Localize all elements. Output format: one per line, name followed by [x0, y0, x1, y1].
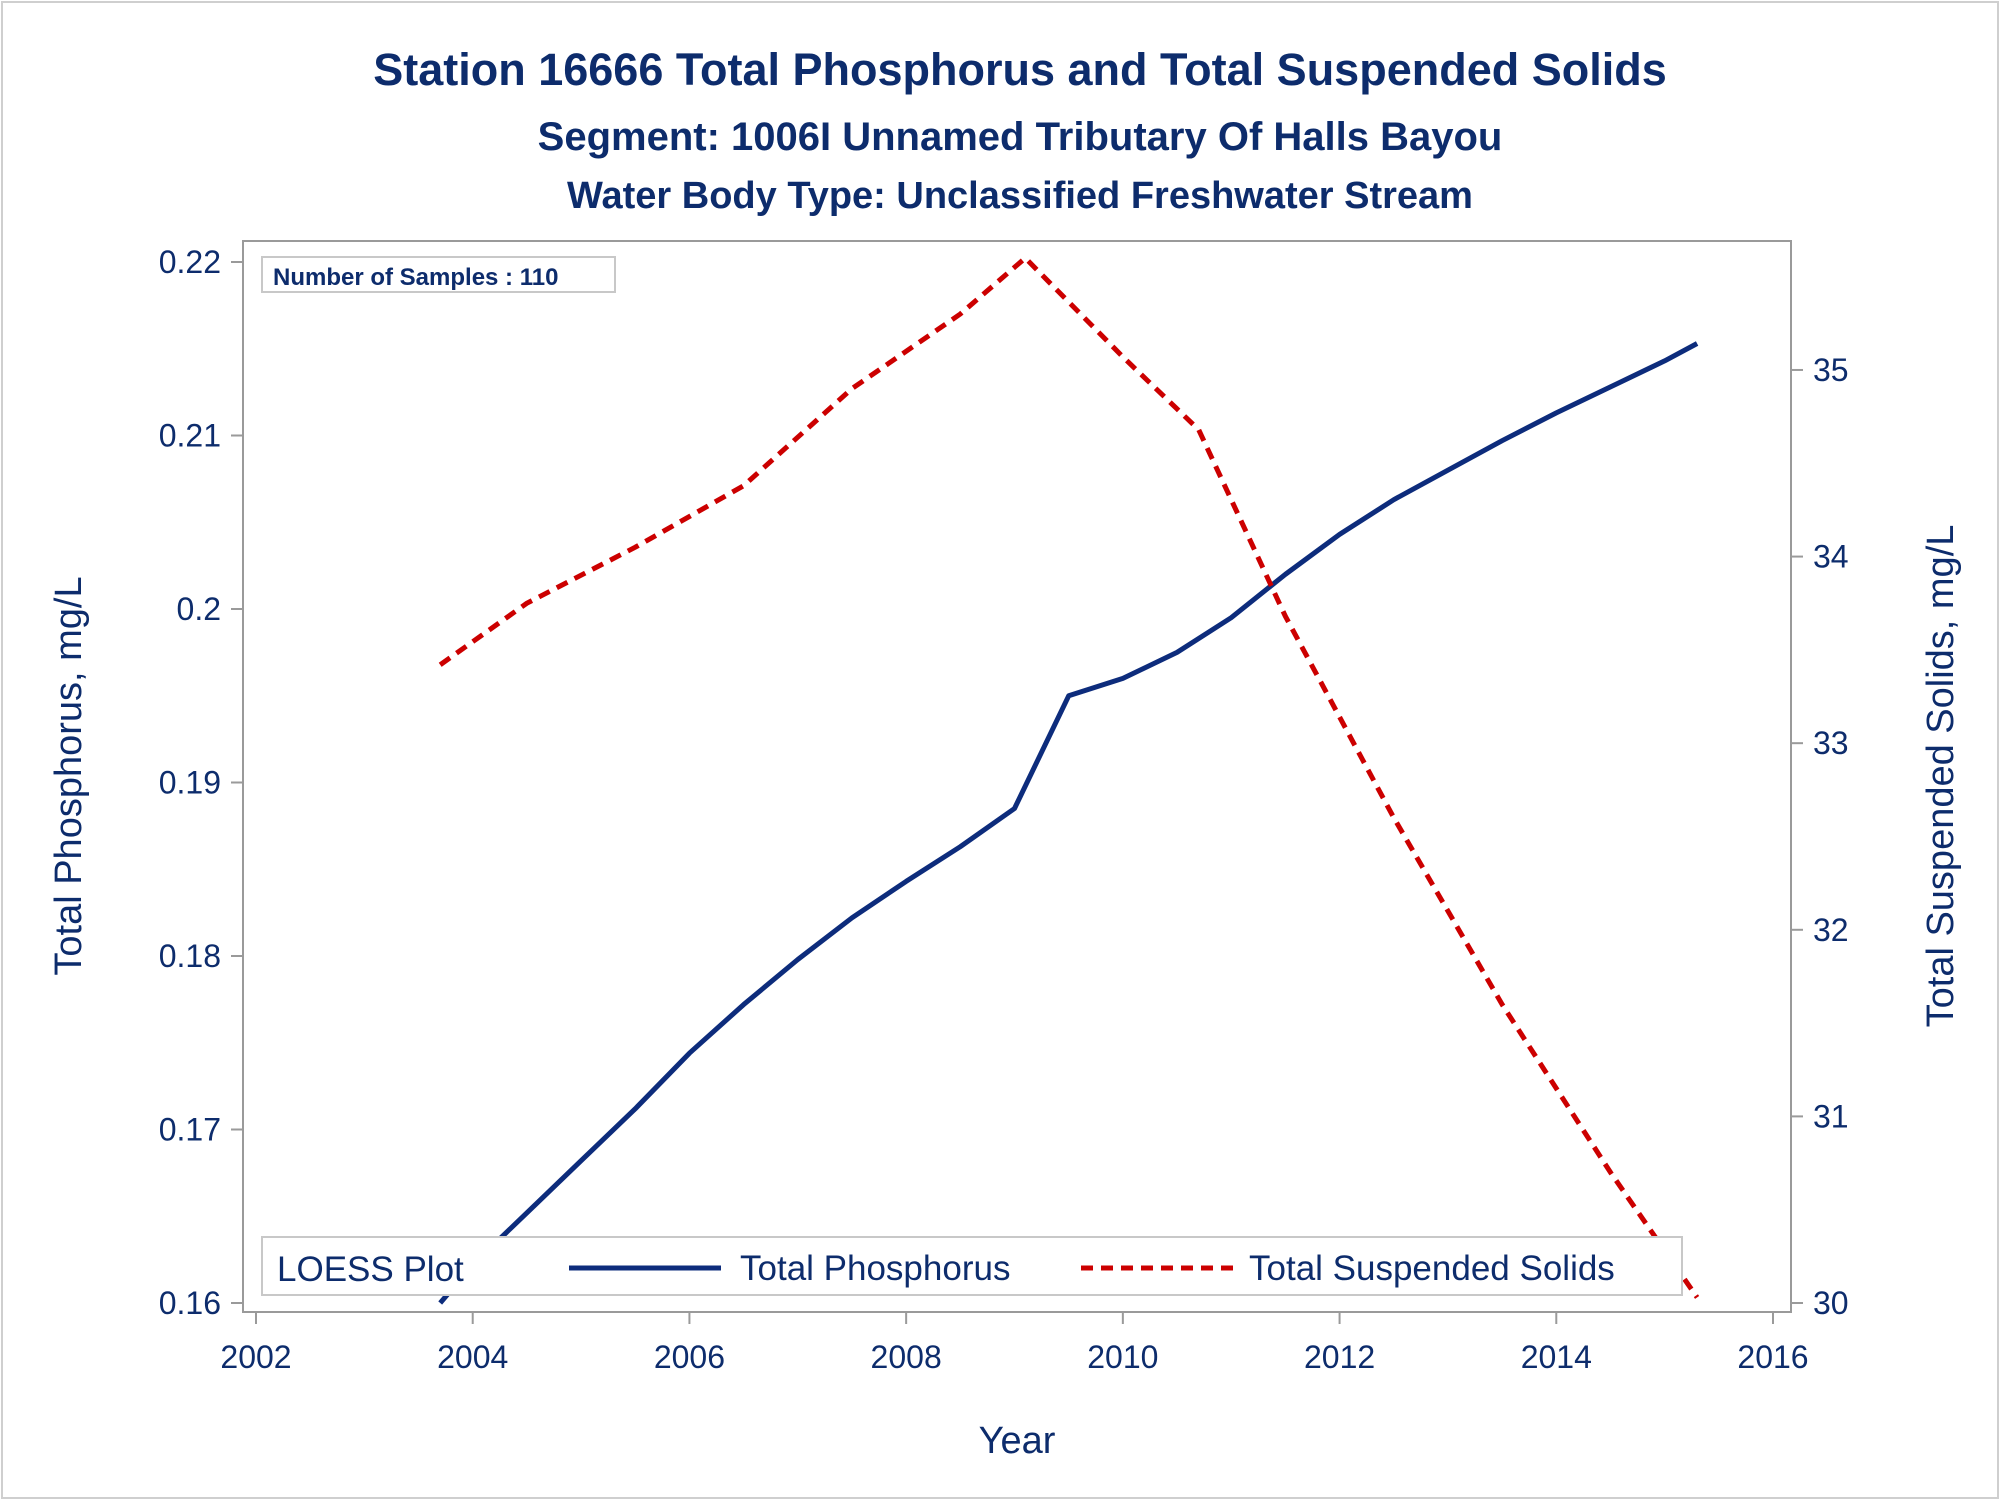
plot-area — [242, 240, 1792, 1313]
chart-subtitle-2: Water Body Type: Unclassified Freshwater… — [567, 175, 1473, 217]
y-left-axis-label: Total Phosphorus, mg/L — [48, 576, 90, 975]
y-right-axis-label: Total Suspended Solids, mg/L — [1920, 525, 1962, 1028]
y-right-axis-ticks: 30 31 32 33 34 35 — [1791, 352, 1849, 1321]
y-right-tick-label: 31 — [1813, 1098, 1849, 1134]
x-tick-label: 2010 — [1087, 1339, 1158, 1375]
series-line-total-phosphorus — [438, 341, 1699, 1305]
y-left-tick-label: 0.19 — [159, 765, 221, 801]
y-right-tick-label: 34 — [1813, 539, 1849, 575]
y-right-tick-label: 33 — [1813, 725, 1849, 761]
legend-label-total-suspended-solids: Total Suspended Solids — [1249, 1249, 1615, 1288]
x-axis-label: Year — [979, 1420, 1056, 1462]
y-left-axis-ticks: 0.16 0.17 0.18 0.19 0.2 0.21 0.22 — [159, 244, 243, 1321]
x-tick-label: 2008 — [871, 1339, 942, 1375]
y-left-tick-label: 0.16 — [159, 1285, 221, 1321]
y-right-tick-label: 32 — [1813, 912, 1849, 948]
chart-svg: Station 16666 Total Phosphorus and Total… — [48, 44, 1962, 1462]
x-tick-label: 2004 — [437, 1339, 508, 1375]
x-tick-label: 2016 — [1737, 1339, 1808, 1375]
x-tick-label: 2006 — [654, 1339, 725, 1375]
y-left-tick-label: 0.22 — [159, 244, 221, 280]
legend-box — [261, 1236, 1683, 1296]
x-tick-label: 2012 — [1304, 1339, 1375, 1375]
y-left-tick-label: 0.18 — [159, 938, 221, 974]
chart-subtitle: Segment: 1006I Unnamed Tributary Of Hall… — [538, 115, 1503, 159]
y-right-tick-label: 35 — [1813, 352, 1849, 388]
annotation-text: Number of Samples : 110 — [273, 264, 558, 291]
legend-title: LOESS Plot — [277, 1250, 464, 1289]
series-layer — [438, 255, 1700, 1305]
y-left-tick-label: 0.21 — [159, 418, 221, 454]
annotation-box — [261, 256, 616, 293]
x-tick-label: 2002 — [220, 1339, 291, 1375]
x-axis-ticks: 2002 2004 2006 2008 2010 2012 2014 2016 — [220, 1312, 1809, 1375]
legend-label-total-phosphorus: Total Phosphorus — [740, 1249, 1010, 1288]
chart-title: Station 16666 Total Phosphorus and Total… — [373, 44, 1667, 95]
x-tick-label: 2014 — [1521, 1339, 1592, 1375]
series-line-total-suspended-solids — [438, 255, 1700, 1299]
y-right-tick-label: 30 — [1813, 1285, 1849, 1321]
y-left-tick-label: 0.17 — [159, 1112, 221, 1148]
y-left-tick-label: 0.2 — [177, 591, 221, 627]
